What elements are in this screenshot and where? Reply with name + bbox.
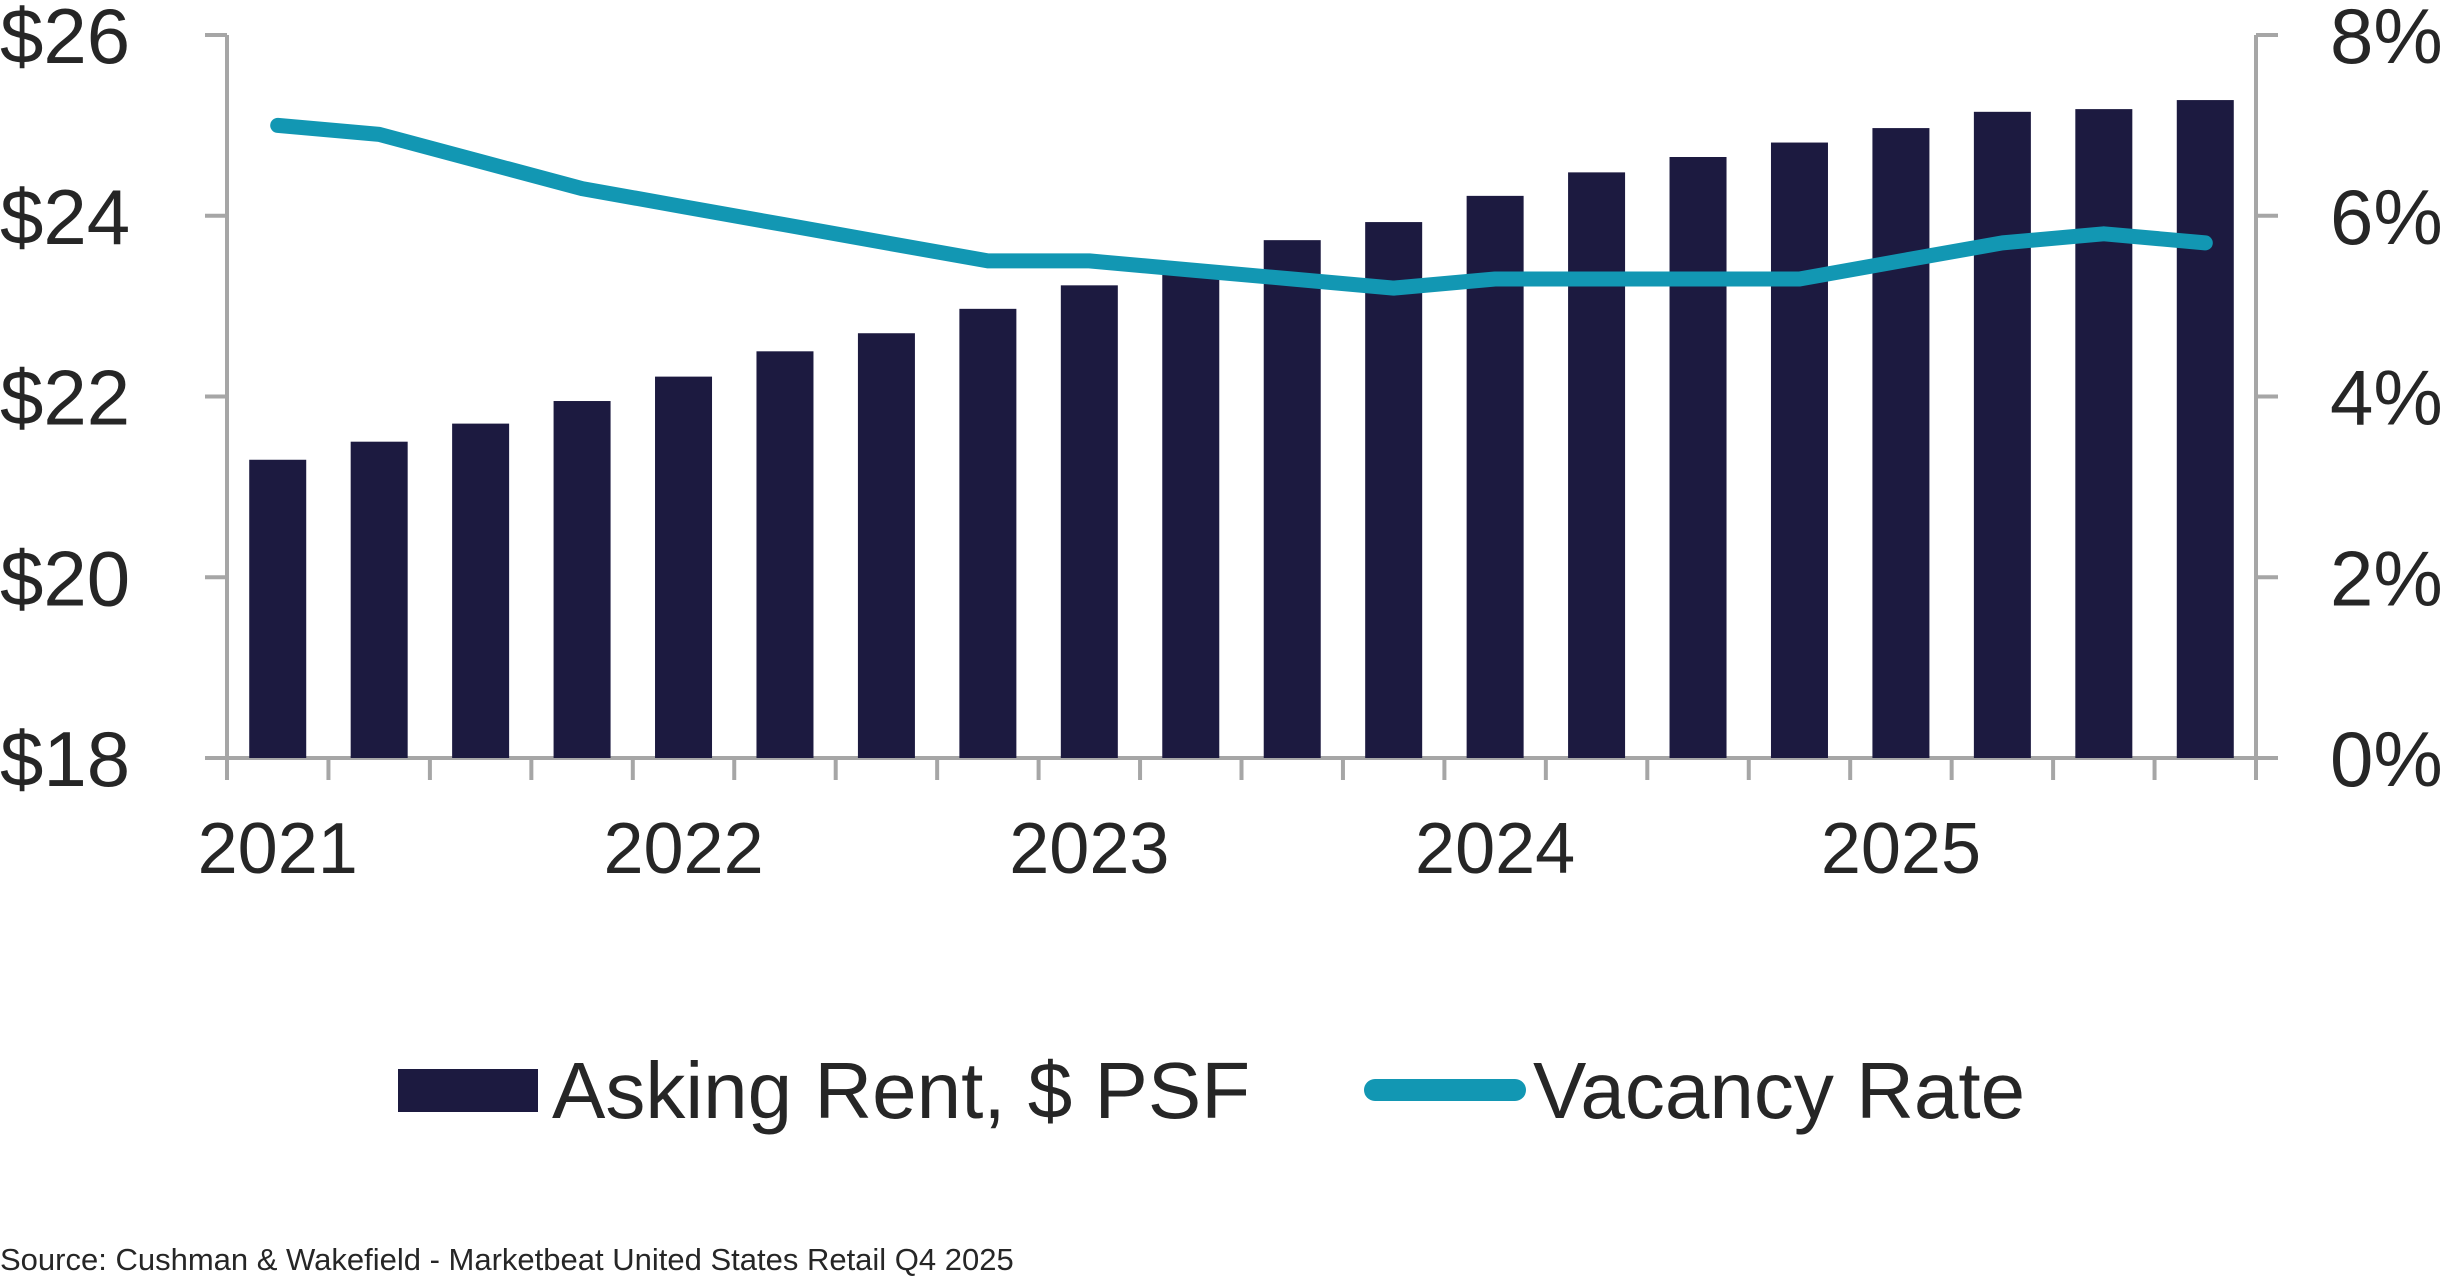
left-tick-label: $24 — [0, 173, 130, 261]
left-tick-label: $26 — [0, 0, 130, 80]
left-tick-label: $20 — [0, 534, 130, 622]
vacancy-line-series — [270, 117, 2213, 296]
right-tick-label: 0% — [2330, 715, 2441, 803]
rent-bar — [655, 376, 713, 758]
rent-bar — [959, 308, 1017, 758]
rent-bar — [1568, 172, 1626, 758]
rent-bar — [756, 351, 814, 758]
rent-bar — [2176, 100, 2234, 758]
right-axis-ticks: 0% 2% 4% 6% 8% — [2256, 0, 2441, 803]
legend-bar-swatch — [398, 1069, 538, 1112]
rent-bar — [1872, 128, 1930, 758]
x-tick-label: 2023 — [1009, 809, 1169, 889]
rent-bar — [857, 333, 915, 758]
rent-bar — [1060, 285, 1118, 758]
right-tick-label: 4% — [2330, 354, 2441, 442]
rent-bar — [1365, 222, 1423, 759]
rent-bar — [1162, 265, 1220, 758]
right-tick-label: 2% — [2330, 534, 2441, 622]
rent-bar — [553, 401, 611, 758]
x-tick-label: 2022 — [603, 809, 763, 889]
rent-bar — [1466, 195, 1524, 758]
rent-bar — [452, 423, 510, 758]
rent-bar — [2075, 109, 2133, 759]
x-axis-ticks: 2021 2022 2023 2024 2025 — [198, 809, 1981, 889]
left-tick-label: $22 — [0, 354, 130, 442]
x-tick-label: 2021 — [198, 809, 358, 889]
rent-bar — [249, 459, 307, 758]
legend-label-rent: Asking Rent, $ PSF — [552, 1046, 1250, 1135]
axes — [225, 35, 2258, 780]
right-tick-label: 8% — [2330, 0, 2441, 80]
right-tick-label: 6% — [2330, 173, 2441, 261]
source-note: Source: Cushman & Wakefield - Marketbeat… — [0, 1242, 1014, 1276]
rent-bar — [1973, 111, 2031, 759]
rent-bar — [350, 441, 408, 758]
x-tick-label: 2024 — [1415, 809, 1575, 889]
vacancy-rate-line — [270, 117, 2213, 296]
x-tick-label: 2025 — [1821, 809, 1981, 889]
rent-bar — [1669, 157, 1727, 759]
rent-bars — [249, 100, 2234, 759]
legend-label-vacancy: Vacancy Rate — [1533, 1046, 2025, 1135]
legend: Asking Rent, $ PSF Vacancy Rate — [398, 1046, 2025, 1135]
rent-bar — [1770, 142, 1828, 758]
rent-bar — [1263, 240, 1321, 758]
left-tick-label: $18 — [0, 715, 130, 803]
left-axis-ticks: $18 $20 $22 $24 $26 — [0, 0, 227, 803]
